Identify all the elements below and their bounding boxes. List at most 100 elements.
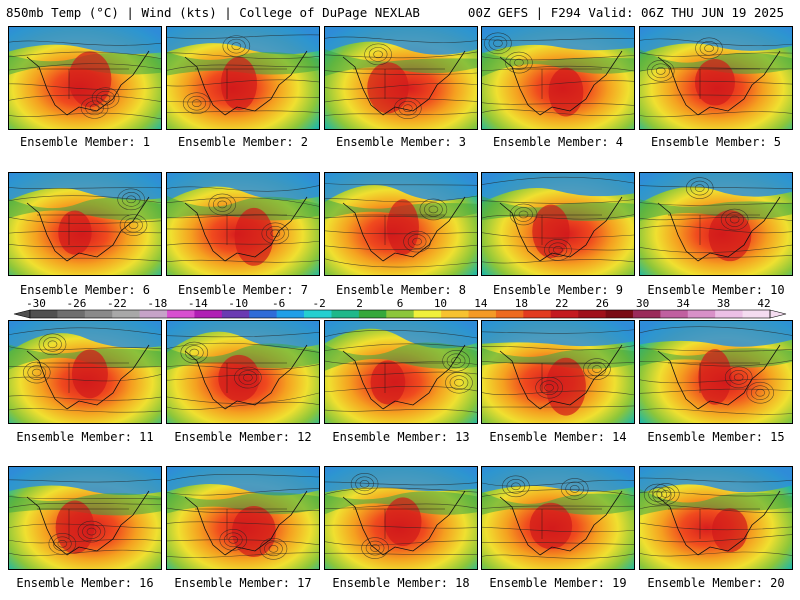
temperature-field	[482, 467, 634, 569]
temperature-field	[325, 321, 477, 423]
ensemble-member-map	[8, 26, 162, 130]
member-caption: Ensemble Member: 17	[174, 576, 312, 590]
colorbar-tick-label: 2	[356, 297, 363, 310]
map-title: 850mb Temp (°C) | Wind (kts) | College o…	[6, 5, 420, 20]
ensemble-member-map	[166, 320, 320, 424]
colorbar-swatch	[550, 310, 579, 318]
colorbar-tick-label: 18	[515, 297, 528, 310]
member-caption: Ensemble Member: 4	[492, 135, 624, 149]
colorbar-swatch	[112, 310, 140, 318]
member-caption: Ensemble Member: 5	[650, 135, 782, 149]
colorbar-tick-label: 10	[434, 297, 447, 310]
colorbar-swatch	[578, 310, 606, 318]
colorbar-swatch	[84, 310, 113, 318]
temperature-field	[640, 173, 792, 275]
colorbar-swatch	[221, 310, 250, 318]
member-caption: Ensemble Member: 18	[332, 576, 470, 590]
colorbar-tick-label: 34	[676, 297, 690, 310]
colorbar-swatch	[30, 310, 58, 318]
ensemble-member-map	[8, 172, 162, 276]
colorbar-swatch	[167, 310, 195, 318]
member-caption: Ensemble Member: 3	[335, 135, 467, 149]
member-caption: Ensemble Member: 7	[177, 283, 309, 297]
temperature-field	[167, 321, 319, 423]
colorbar-swatch	[523, 310, 552, 318]
temperature-field	[167, 467, 319, 569]
temperature-field	[167, 173, 319, 275]
colorbar-tick-label: -14	[188, 297, 208, 310]
temperature-field	[9, 27, 161, 129]
temperature-field	[167, 27, 319, 129]
ensemble-member-map	[481, 172, 635, 276]
temperature-field	[640, 27, 792, 129]
colorbar-tick-label: 30	[636, 297, 649, 310]
colorbar-swatch	[139, 310, 168, 318]
member-caption: Ensemble Member: 15	[647, 430, 785, 444]
ensemble-member-map	[8, 320, 162, 424]
colorbar-tick-label: 26	[596, 297, 609, 310]
colorbar-swatch	[441, 310, 469, 318]
member-caption: Ensemble Member: 9	[492, 283, 624, 297]
ensemble-member-map	[324, 320, 478, 424]
colorbar-tick-label: 38	[717, 297, 730, 310]
colorbar-swatch	[194, 310, 223, 318]
member-caption: Ensemble Member: 12	[174, 430, 312, 444]
ensemble-member-map	[324, 466, 478, 570]
temperature-field	[9, 321, 161, 423]
temperature-field	[325, 173, 477, 275]
temperature-field	[640, 467, 792, 569]
colorbar-swatch	[413, 310, 442, 318]
ensemble-member-map	[639, 466, 793, 570]
colorbar-swatch	[742, 310, 771, 318]
member-caption: Ensemble Member: 1	[19, 135, 151, 149]
temperature-field	[482, 27, 634, 129]
colorbar-swatch	[249, 310, 277, 318]
member-caption: Ensemble Member: 2	[177, 135, 309, 149]
temperature-field	[325, 467, 477, 569]
temperature-field	[640, 321, 792, 423]
ensemble-member-map	[481, 320, 635, 424]
temperature-field	[482, 321, 634, 423]
colorbar-swatch	[331, 310, 360, 318]
model-run-valid-time: 00Z GEFS | F294 Valid: 06Z THU JUN 19 20…	[467, 5, 784, 20]
colorbar-swatch	[632, 310, 661, 318]
member-caption: Ensemble Member: 13	[332, 430, 470, 444]
temperature-field	[482, 173, 634, 275]
ensemble-member-map	[481, 466, 635, 570]
colorbar-tick-label: 42	[757, 297, 770, 310]
colorbar-max-arrow	[769, 309, 787, 319]
temperature-field	[325, 27, 477, 129]
member-caption: Ensemble Member: 14	[489, 430, 627, 444]
colorbar-swatch	[358, 310, 387, 318]
ensemble-member-map	[639, 320, 793, 424]
ensemble-member-map	[639, 172, 793, 276]
colorbar-tick-label: -30	[26, 297, 46, 310]
colorbar-tick-label: -26	[67, 297, 87, 310]
ensemble-member-map	[481, 26, 635, 130]
temperature-field	[9, 173, 161, 275]
ensemble-member-map	[324, 26, 478, 130]
ensemble-member-map	[324, 172, 478, 276]
colorbar-tick-label: 6	[397, 297, 404, 310]
colorbar-swatch	[715, 310, 743, 318]
colorbar-swatch	[495, 310, 524, 318]
colorbar-tick-label: -18	[147, 297, 167, 310]
colorbar-tick-label: -10	[228, 297, 248, 310]
temperature-colorbar: -30 -26 -22 -18 -14 -10 -6 -2 2 6 10 14 18 22 26 30 34 38…	[13, 297, 787, 319]
colorbar-swatch	[687, 310, 716, 318]
colorbar-swatch	[276, 310, 305, 318]
member-caption: Ensemble Member: 10	[647, 283, 785, 297]
colorbar-tick-label: 22	[555, 297, 568, 310]
ensemble-member-map	[166, 26, 320, 130]
colorbar-tick-label: -22	[107, 297, 127, 310]
member-caption: Ensemble Member: 19	[489, 576, 627, 590]
colorbar-outline	[29, 309, 771, 319]
colorbar-swatch	[468, 310, 497, 318]
temperature-field	[9, 467, 161, 569]
member-caption: Ensemble Member: 6	[19, 283, 151, 297]
colorbar-swatch	[660, 310, 689, 318]
colorbar-tick-label: -6	[272, 297, 285, 310]
colorbar-tick-label: 14	[474, 297, 488, 310]
colorbar-min-arrow	[13, 309, 31, 319]
colorbar-swatch	[57, 310, 86, 318]
